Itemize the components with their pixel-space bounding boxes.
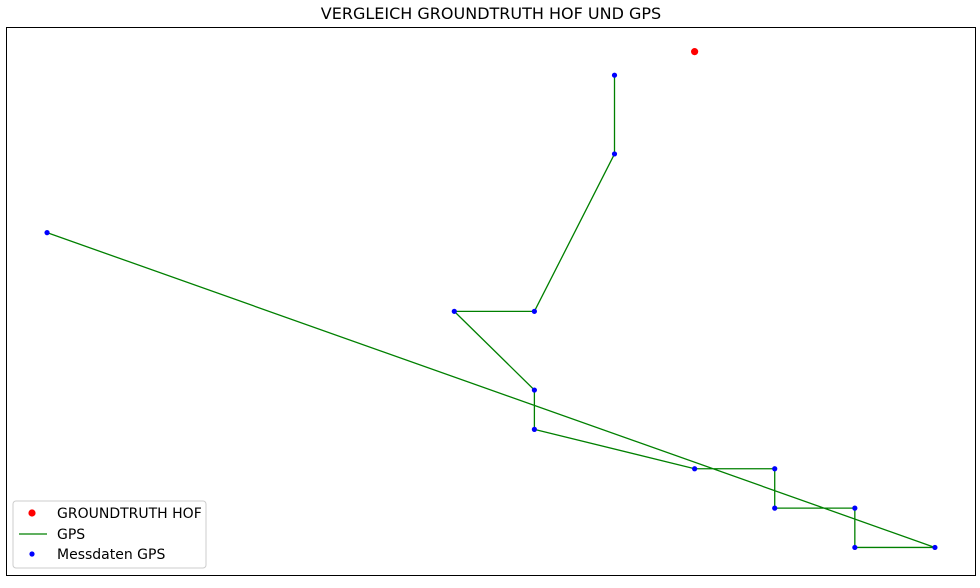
point-messdaten-gps-1: [611, 151, 618, 157]
legend-label-gps: GPS: [57, 527, 85, 543]
point-messdaten-gps-9: [772, 505, 778, 511]
chart-title: VERGLEICH GROUNDTRUTH HOF UND GPS: [321, 4, 661, 23]
legend-marker-groundtruth: [28, 509, 36, 517]
point-messdaten-gps-7: [692, 466, 698, 472]
point-messdaten-gps-5: [531, 387, 537, 393]
legend-label-messdaten: Messdaten GPS: [57, 547, 165, 563]
point-messdaten-gps-4: [531, 308, 537, 314]
point-groundtruth-hof-0: [691, 48, 699, 56]
plot-frame: [6, 27, 976, 576]
point-messdaten-gps-2: [44, 230, 50, 236]
point-messdaten-gps-3: [451, 308, 457, 314]
legend-box: [12, 500, 207, 569]
point-messdaten-gps-6: [531, 426, 537, 432]
legend-marker-messdaten: [29, 551, 35, 557]
point-messdaten-gps-8: [772, 466, 778, 472]
plot-area: [44, 48, 938, 551]
legend-label-groundtruth: GROUNDTRUTH HOF: [57, 506, 202, 522]
point-messdaten-gps-11: [852, 544, 858, 551]
legend: GROUNDTRUTH HOF GPS Messdaten GPS: [12, 500, 207, 569]
point-messdaten-gps-12: [932, 544, 938, 551]
point-messdaten-gps-10: [852, 505, 858, 511]
point-messdaten-gps-0: [611, 72, 618, 78]
